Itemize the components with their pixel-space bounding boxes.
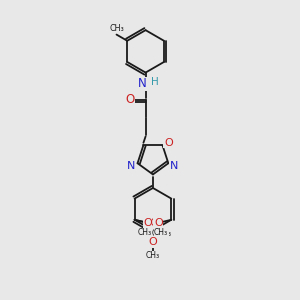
Text: O: O [148, 238, 157, 248]
Text: CH₃: CH₃ [154, 228, 168, 237]
Text: O: O [143, 218, 152, 228]
Text: CH₃: CH₃ [146, 251, 160, 260]
Text: H: H [151, 77, 158, 87]
Text: O: O [145, 218, 154, 228]
Text: O: O [154, 218, 163, 228]
Text: N: N [170, 160, 178, 171]
Text: O: O [125, 93, 134, 106]
Text: CH₃: CH₃ [109, 24, 124, 33]
Text: N: N [127, 160, 135, 171]
Text: CH₃: CH₃ [138, 228, 152, 237]
Text: N: N [138, 77, 146, 90]
Text: OCH₃: OCH₃ [152, 229, 172, 238]
Text: O: O [164, 138, 173, 148]
